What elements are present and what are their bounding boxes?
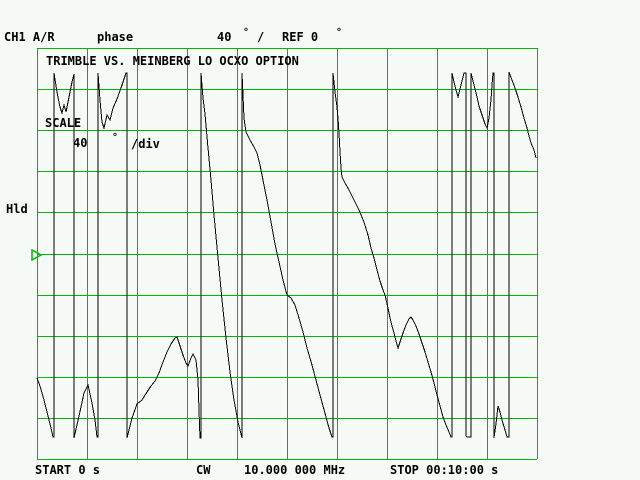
scale-label: SCALE xyxy=(45,116,82,130)
scale-per-div-value: 40 xyxy=(217,30,232,44)
cw-frequency-label: 10.000 000 MHz xyxy=(244,463,346,477)
trace-title: TRIMBLE VS. MEINBERG LO OCXO OPTION xyxy=(46,54,299,68)
per-div-label: /div xyxy=(131,137,160,151)
ref-position-marker-icon xyxy=(31,248,43,262)
hold-status-badge: Hld xyxy=(6,202,28,216)
degree-icon: ° xyxy=(336,27,343,38)
stop-label: STOP 00:10:00 s xyxy=(390,463,499,477)
start-label: START 0 s xyxy=(35,463,101,477)
channel-label: CH1 A/R xyxy=(4,30,55,44)
degree-icon: ° xyxy=(243,27,250,38)
scale-separator: / xyxy=(257,30,265,44)
degree-icon: ° xyxy=(112,132,119,143)
scale-value: 40 xyxy=(73,136,88,150)
measurement-label: phase xyxy=(97,30,134,44)
phase-trace xyxy=(36,71,537,439)
ref-value-label: REF 0 xyxy=(282,30,319,44)
sweep-mode-label: CW xyxy=(196,463,211,477)
